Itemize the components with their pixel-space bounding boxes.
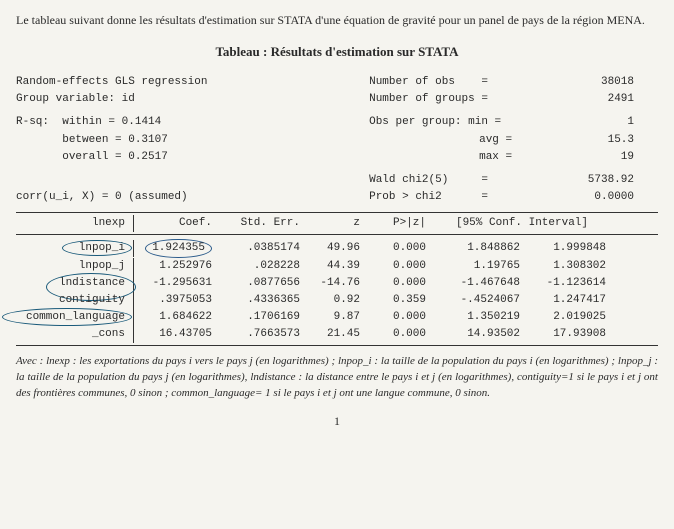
table-row: _cons16.43705.766357321.450.00014.935021… bbox=[16, 326, 658, 343]
se-cell: .0877656 bbox=[218, 275, 306, 292]
opg-max-label: max = bbox=[369, 149, 512, 166]
var-cell: lnpop_i bbox=[16, 240, 134, 257]
table-title: Tableau : Résultats d'estimation sur STA… bbox=[16, 44, 658, 60]
annotation-circle bbox=[2, 308, 132, 326]
rsq-between: 0.3107 bbox=[128, 134, 168, 146]
page-number: 1 bbox=[16, 414, 658, 429]
group-variable: Group variable: id bbox=[16, 91, 337, 108]
ngroups-value: 2491 bbox=[608, 91, 634, 108]
z-cell: 49.96 bbox=[306, 240, 366, 257]
regression-type: Random-effects GLS regression bbox=[16, 74, 337, 91]
opg-avg-label: avg = bbox=[369, 132, 512, 149]
rsq-overall: 0.2517 bbox=[128, 151, 168, 163]
se-cell: .0385174 bbox=[218, 240, 306, 257]
var-cell: lnpop_j bbox=[16, 258, 134, 275]
opg-max: 19 bbox=[621, 149, 634, 166]
nobs-value: 38018 bbox=[601, 74, 634, 91]
table-row: contiguity.3975053.43363650.920.359-.452… bbox=[16, 292, 658, 309]
coef-cell: 1.684622 bbox=[134, 309, 218, 326]
p-cell: 0.000 bbox=[366, 240, 432, 257]
z-cell: 0.92 bbox=[306, 292, 366, 309]
col-depvar: lnexp bbox=[16, 215, 134, 232]
col-se: Std. Err. bbox=[218, 215, 306, 232]
ci-hi-cell: 1.247417 bbox=[526, 292, 612, 309]
var-cell: _cons bbox=[16, 326, 134, 343]
opg-avg: 15.3 bbox=[608, 132, 634, 149]
ci-lo-cell: -.4524067 bbox=[432, 292, 526, 309]
col-p: P>|z| bbox=[366, 215, 432, 232]
p-cell: 0.000 bbox=[366, 309, 432, 326]
prob-label: Prob > chi2 bbox=[369, 191, 442, 203]
rsq-within: 0.1414 bbox=[122, 116, 162, 128]
prob-value: 0.0000 bbox=[594, 189, 634, 206]
ci-hi-cell: 2.019025 bbox=[526, 309, 612, 326]
p-cell: 0.000 bbox=[366, 326, 432, 343]
se-cell: .4336365 bbox=[218, 292, 306, 309]
var-cell: common_language bbox=[16, 309, 134, 326]
var-cell: lndistance bbox=[16, 275, 134, 292]
coef-cell: 16.43705 bbox=[134, 326, 218, 343]
ci-hi-cell: 1.999848 bbox=[526, 240, 612, 257]
p-cell: 0.000 bbox=[366, 258, 432, 275]
intro-paragraph: Le tableau suivant donne les résultats d… bbox=[16, 10, 658, 30]
coef-cell: .3975053 bbox=[134, 292, 218, 309]
wald-label: Wald chi2(5) bbox=[369, 174, 448, 186]
se-cell: .028228 bbox=[218, 258, 306, 275]
rsq-label: R-sq: bbox=[16, 116, 49, 128]
col-ci: [95% Conf. Interval] bbox=[432, 215, 612, 232]
ci-lo-cell: 1.350219 bbox=[432, 309, 526, 326]
annotation-circle: 1.924355 bbox=[145, 239, 212, 258]
z-cell: 44.39 bbox=[306, 258, 366, 275]
coef-cell: 1.252976 bbox=[134, 258, 218, 275]
ci-hi-cell: 1.308302 bbox=[526, 258, 612, 275]
ngroups-label: Number of groups bbox=[369, 93, 475, 105]
table-row: lnpop_i 1.924355 .038517449.960.0001.84886… bbox=[16, 239, 658, 258]
table-row: lnpop_j1.252976.02822844.390.0001.197651… bbox=[16, 258, 658, 275]
footnote: Avec : lnexp : les exportations du pays … bbox=[16, 354, 658, 402]
table-row: lndistance-1.295631.0877656-14.760.000-1… bbox=[16, 275, 658, 292]
col-coef: Coef. bbox=[134, 215, 218, 232]
ci-hi-cell: -1.123614 bbox=[526, 275, 612, 292]
z-cell: 9.87 bbox=[306, 309, 366, 326]
se-cell: .7663573 bbox=[218, 326, 306, 343]
ci-lo-cell: 14.93502 bbox=[432, 326, 526, 343]
corr-assumption: corr(u_i, X) = 0 (assumed) bbox=[16, 189, 337, 206]
z-cell: -14.76 bbox=[306, 275, 366, 292]
ci-lo-cell: 1.848862 bbox=[432, 240, 526, 257]
se-cell: .1706169 bbox=[218, 309, 306, 326]
opg-min-label: Obs per group: min = bbox=[369, 114, 501, 131]
var-cell: contiguity bbox=[16, 292, 134, 309]
table-row: common_language1.684622.17061699.870.000… bbox=[16, 309, 658, 326]
z-cell: 21.45 bbox=[306, 326, 366, 343]
coef-cell: -1.295631 bbox=[134, 275, 218, 292]
ci-lo-cell: -1.467648 bbox=[432, 275, 526, 292]
nobs-label: Number of obs bbox=[369, 76, 455, 88]
p-cell: 0.000 bbox=[366, 275, 432, 292]
opg-min: 1 bbox=[627, 114, 634, 131]
col-z: z bbox=[306, 215, 366, 232]
ci-hi-cell: 17.93908 bbox=[526, 326, 612, 343]
p-cell: 0.359 bbox=[366, 292, 432, 309]
coef-cell: 1.924355 bbox=[134, 239, 218, 258]
annotation-circle bbox=[62, 240, 132, 256]
wald-value: 5738.92 bbox=[588, 172, 634, 189]
ci-lo-cell: 1.19765 bbox=[432, 258, 526, 275]
